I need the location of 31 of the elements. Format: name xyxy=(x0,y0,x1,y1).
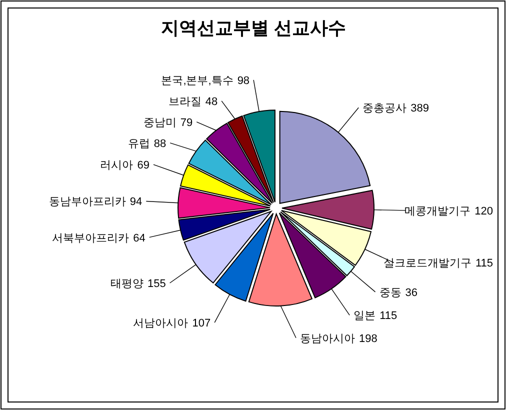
slice-label: 중남미 xyxy=(143,116,176,129)
slice-label: 러시아 xyxy=(100,160,134,172)
data-label: 115 xyxy=(475,258,493,270)
data-label: 36 xyxy=(405,286,418,299)
slice-label: 태평양 xyxy=(110,278,144,290)
data-label: 48 xyxy=(205,96,218,108)
slice-label: 실크로드개발기구 xyxy=(383,258,472,270)
slice-label: 중총공사 xyxy=(362,102,407,115)
data-label: 155 xyxy=(147,278,166,290)
data-label: 79 xyxy=(180,116,193,129)
slice-label: 브라질 xyxy=(168,96,202,108)
slice-label: 메콩개발기구 xyxy=(404,205,471,218)
data-label: 88 xyxy=(154,138,166,150)
slice-label: 동남아시아 xyxy=(300,332,355,345)
data-label: 94 xyxy=(130,196,142,208)
slice-label: 일본 xyxy=(354,310,376,322)
data-label: 107 xyxy=(192,318,211,330)
data-label: 389 xyxy=(410,102,429,115)
data-label: 69 xyxy=(137,160,150,172)
data-label: 98 xyxy=(237,74,250,87)
slice-label: 본국,본부,특수 xyxy=(161,74,234,87)
slice-label: 서남아시아 xyxy=(133,318,188,330)
data-label: 64 xyxy=(133,232,146,244)
chart-title: 지역선교부별 선교사수 xyxy=(160,18,346,38)
slice-label: 서북부아프리카 xyxy=(52,232,130,244)
slice-label: 중동 xyxy=(379,286,402,299)
data-label: 198 xyxy=(359,332,378,345)
slice-label: 유럽 xyxy=(128,138,150,150)
slice-label: 동남부아프리카 xyxy=(48,196,126,208)
data-label: 120 xyxy=(474,205,493,218)
data-label: 115 xyxy=(380,310,398,322)
